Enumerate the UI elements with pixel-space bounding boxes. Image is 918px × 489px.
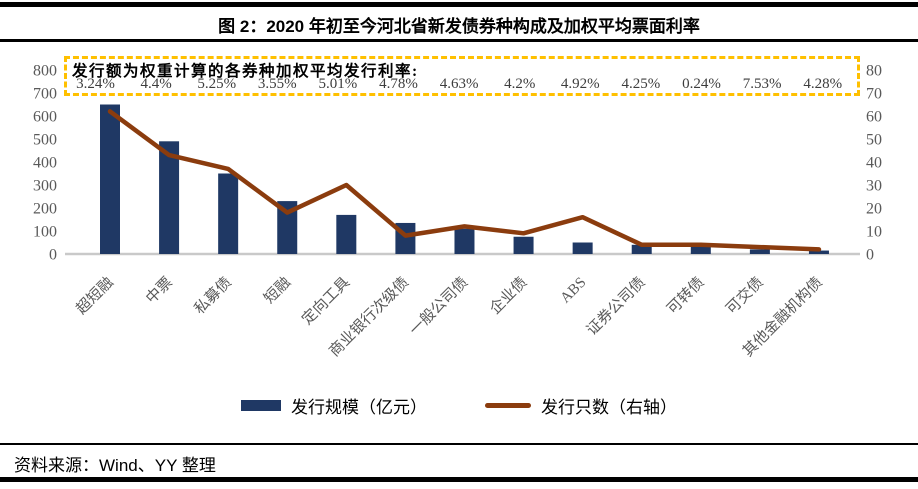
- legend-label-issuance-count: 发行只数（右轴）: [541, 398, 677, 417]
- rate-label: 3.55%: [257, 76, 297, 92]
- left-axis-tick: 700: [33, 86, 57, 103]
- left-axis-tick: 600: [33, 109, 57, 126]
- left-axis-tick: 800: [33, 63, 57, 80]
- bar: [808, 250, 829, 254]
- bottom-rule: [0, 477, 918, 482]
- bar: [454, 228, 475, 254]
- right-axis-tick: 80: [866, 63, 882, 80]
- legend: 发行规模（亿元） 发行只数（右轴）: [0, 393, 918, 418]
- top-rule: [0, 2, 918, 7]
- left-axis-tick: 100: [33, 224, 57, 241]
- right-axis-tick: 50: [866, 132, 882, 149]
- rate-label: 4.92%: [560, 76, 600, 92]
- legend-label-issuance-scale: 发行规模（亿元）: [291, 398, 427, 417]
- figure-title: 图 2：2020 年初至今河北省新发债券种构成及加权平均票面利率: [218, 17, 700, 36]
- left-axis-tick: 300: [33, 178, 57, 195]
- line-swatch-icon: [485, 403, 531, 408]
- category-label: 可转债: [664, 274, 708, 318]
- right-axis-tick: 30: [866, 178, 882, 195]
- bar: [218, 173, 239, 254]
- category-label: 私募债: [191, 274, 235, 318]
- category-label: 超短融: [73, 274, 117, 318]
- rate-label: 3.24%: [76, 76, 115, 92]
- category-label: 证券公司债: [583, 274, 648, 339]
- bar: [277, 201, 298, 254]
- bar-swatch-icon: [241, 400, 281, 411]
- category-label: 中票: [143, 274, 176, 307]
- rate-label: 0.24%: [682, 76, 721, 92]
- rate-label: 4.28%: [803, 76, 843, 92]
- legend-item-issuance-scale: 发行规模（亿元）: [241, 393, 427, 418]
- left-axis-tick: 400: [33, 155, 57, 172]
- rate-label: 5.25%: [197, 76, 237, 92]
- annotation-box: 发行额为权重计算的各券种加权平均发行利率: 3.24% 4.4% 5.25% 3.55…: [64, 56, 860, 96]
- category-label: 可交债: [722, 273, 767, 318]
- bar: [690, 244, 711, 254]
- right-axis-tick: 70: [866, 86, 882, 103]
- bar: [749, 249, 770, 254]
- category-label: 定向工具: [299, 274, 353, 328]
- rate-label: 4.4%: [140, 76, 172, 92]
- left-axis-tick: 0: [49, 247, 57, 264]
- category-label: 短融: [261, 274, 294, 307]
- left-axis-tick: 200: [33, 201, 57, 218]
- combo-chart: 0 100 200 300 400 500 600 700 800 0 10 20 30 40 50 60 70…: [33, 63, 882, 361]
- source-divider: [0, 443, 918, 445]
- right-axis-tick: 40: [866, 155, 882, 172]
- bar: [572, 242, 593, 254]
- rate-label: 4.78%: [379, 76, 418, 92]
- right-axis-tick: 0: [866, 247, 874, 264]
- legend-item-issuance-count: 发行只数（右轴）: [485, 393, 677, 418]
- annotation-title: 发行额为权重计算的各券种加权平均发行利率:: [72, 63, 419, 80]
- title-rule: [0, 39, 918, 42]
- bar: [513, 236, 534, 254]
- rate-label: 4.2%: [504, 76, 536, 92]
- bar: [336, 214, 357, 254]
- right-axis-tick: 10: [866, 224, 882, 241]
- rate-label: 7.53%: [742, 76, 782, 92]
- category-label: 一般公司债: [406, 274, 471, 339]
- right-axis-tick: 60: [866, 109, 882, 126]
- rate-label: 4.63%: [439, 76, 479, 92]
- rate-label: 4.25%: [621, 76, 661, 92]
- bar: [100, 104, 120, 254]
- issuance-count-line: [107, 109, 822, 252]
- bar: [631, 244, 652, 254]
- category-label: ABS: [558, 275, 590, 307]
- source-text: 资料来源：Wind、YY 整理: [14, 456, 216, 475]
- right-axis-tick: 20: [866, 201, 882, 218]
- left-axis-tick: 500: [33, 132, 57, 149]
- bar: [159, 141, 180, 254]
- rate-label: 5.01%: [318, 76, 358, 92]
- category-label: 企业债: [486, 273, 531, 318]
